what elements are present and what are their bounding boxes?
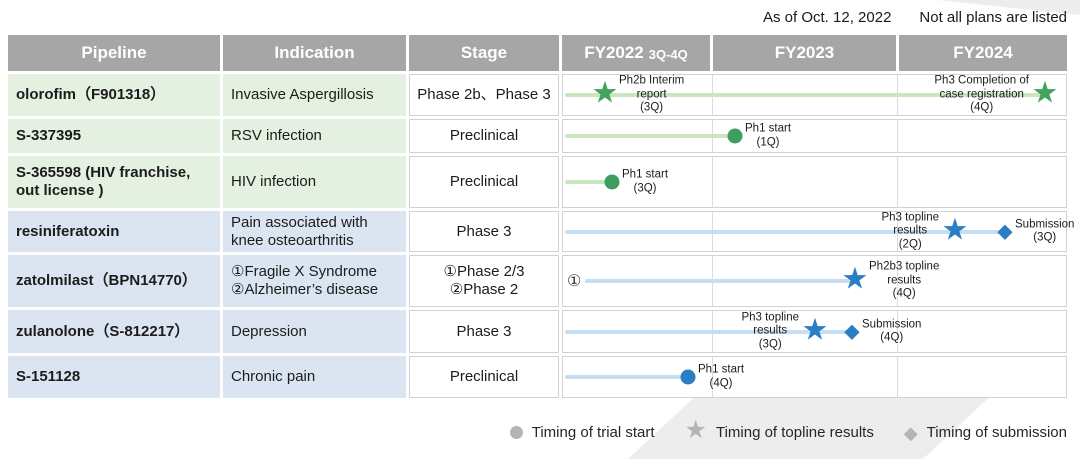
plans-disclaimer: Not all plans are listed bbox=[919, 9, 1067, 26]
timeline-track bbox=[585, 279, 855, 283]
timeline-track bbox=[565, 180, 612, 184]
stage-text: Phase 2b、Phase 3 bbox=[409, 74, 559, 116]
column-header-stage: Stage bbox=[409, 35, 559, 71]
indication-text: Pain associated with knee osteoarthritis bbox=[223, 211, 406, 252]
indication-text: HIV infection bbox=[223, 156, 406, 208]
milestone-label: Ph2b3 topline results (4Q) bbox=[869, 260, 940, 300]
timeline-row: Ph1 start (4Q) bbox=[562, 356, 1067, 398]
milestone-label: Submission (4Q) bbox=[862, 317, 922, 344]
topline-star-icon: ★ bbox=[841, 262, 869, 296]
topline-star-icon: ★ bbox=[801, 313, 829, 346]
stage-text: Preclinical bbox=[409, 156, 559, 208]
as-of-date: As of Oct. 12, 2022 bbox=[763, 9, 892, 26]
grid-divider bbox=[712, 157, 713, 207]
timeline-track bbox=[565, 229, 1005, 234]
timeline-row: ★ Ph2b Interim report (3Q) ★ Ph3 Complet… bbox=[562, 74, 1067, 116]
indication-text: ①Fragile X Syndrome ②Alzheimer’s disease bbox=[223, 255, 406, 307]
legend-label: Timing of submission bbox=[926, 424, 1067, 441]
timeline-row: ★ Ph3 topline results (3Q) ◆ Submission … bbox=[562, 310, 1067, 353]
trial-start-circle-icon bbox=[604, 174, 620, 190]
timeline-track bbox=[565, 93, 1045, 97]
stage-text: Phase 3 bbox=[409, 211, 559, 252]
grid-divider bbox=[897, 157, 898, 207]
column-header-fy2024: FY2024 bbox=[899, 35, 1067, 71]
legend-item-topline-results: ★ Timing of topline results bbox=[684, 416, 874, 445]
trial-start-circle-icon bbox=[727, 128, 743, 144]
indication-text: Chronic pain bbox=[223, 356, 406, 398]
topline-star-icon: ★ bbox=[684, 416, 707, 444]
milestone-label: Ph1 start (1Q) bbox=[745, 122, 792, 148]
indication-text: RSV infection bbox=[223, 119, 406, 153]
submission-diamond-icon: ◆ bbox=[844, 320, 860, 343]
pipeline-name: zulanolone（S-812217） bbox=[8, 310, 220, 353]
circled-one-marker: ① bbox=[567, 273, 582, 290]
timeline-track bbox=[565, 329, 852, 334]
legend-item-trial-start: Timing of trial start bbox=[509, 424, 655, 441]
pipeline-name: S-365598 (HIV franchise, out license ) bbox=[8, 156, 220, 208]
legend-label: Timing of topline results bbox=[715, 424, 874, 441]
stage-text: Phase 3 bbox=[409, 310, 559, 353]
pipeline-name: S-337395 bbox=[8, 119, 220, 153]
grid-divider bbox=[897, 311, 898, 352]
column-header-pipeline: Pipeline bbox=[8, 35, 220, 71]
column-header-fy2022: FY2022 3Q-4Q bbox=[562, 35, 710, 71]
milestone-label: Ph2b Interim report (3Q) bbox=[619, 74, 685, 114]
diagonal-band-shape bbox=[628, 392, 995, 459]
pipeline-name: olorofim（F901318） bbox=[8, 74, 220, 116]
legend-label: Timing of trial start bbox=[531, 424, 655, 441]
grid-divider bbox=[897, 120, 898, 152]
stage-text: Preclinical bbox=[409, 356, 559, 398]
timeline-row: ★ Ph3 topline results (2Q) ◆ Submission … bbox=[562, 211, 1074, 252]
column-header-fy2023: FY2023 bbox=[713, 35, 896, 71]
grid-divider bbox=[897, 357, 898, 397]
timeline-track bbox=[565, 375, 688, 379]
milestone-label: Ph3 Completion of case registration (4Q) bbox=[934, 74, 1029, 114]
stage-text: ①Phase 2/3 ②Phase 2 bbox=[409, 255, 559, 307]
submission-diamond-icon: ◆ bbox=[997, 220, 1013, 243]
milestone-label: Ph1 start (3Q) bbox=[622, 168, 669, 194]
milestone-label: Ph1 start (4Q) bbox=[698, 363, 745, 389]
fy2022-label: FY2022 bbox=[584, 43, 644, 62]
trial-start-circle-icon bbox=[509, 426, 523, 439]
milestone-label: Ph3 topline results (3Q) bbox=[741, 311, 799, 351]
pipeline-name: resiniferatoxin bbox=[8, 211, 220, 252]
grid-divider bbox=[897, 256, 898, 306]
timeline-row: Ph1 start (1Q) bbox=[562, 119, 1067, 153]
pipeline-table: Pipeline Indication Stage FY2022 3Q-4Q F… bbox=[8, 35, 1074, 398]
indication-text: Depression bbox=[223, 310, 406, 353]
pipeline-name: zatolmilast（BPN14770） bbox=[8, 255, 220, 307]
pipeline-name: S-151128 bbox=[8, 356, 220, 398]
header-note: As of Oct. 12, 2022 Not all plans are li… bbox=[763, 9, 1067, 26]
stage-text: Preclinical bbox=[409, 119, 559, 153]
grid-divider bbox=[712, 357, 713, 397]
legend: Timing of trial start ★ Timing of toplin… bbox=[509, 416, 1067, 445]
fy2022-quarters-label: 3Q-4Q bbox=[648, 46, 688, 62]
topline-star-icon: ★ bbox=[591, 76, 619, 110]
topline-star-icon: ★ bbox=[1031, 76, 1059, 110]
indication-text: Invasive Aspergillosis bbox=[223, 74, 406, 116]
submission-diamond-icon: ◆ bbox=[903, 422, 918, 443]
corner-accent-shape bbox=[938, 0, 1080, 15]
timeline-row: Ph1 start (3Q) bbox=[562, 156, 1067, 208]
topline-star-icon: ★ bbox=[941, 213, 969, 246]
column-header-indication: Indication bbox=[223, 35, 406, 71]
trial-start-circle-icon bbox=[680, 369, 696, 385]
timeline-track bbox=[565, 134, 735, 138]
milestone-label: Submission (3Q) bbox=[1015, 217, 1075, 244]
milestone-label: Ph3 topline results (2Q) bbox=[881, 211, 939, 251]
timeline-row: ① ★ Ph2b3 topline results (4Q) bbox=[562, 255, 1067, 307]
legend-item-submission: ◆ Timing of submission bbox=[904, 424, 1067, 442]
